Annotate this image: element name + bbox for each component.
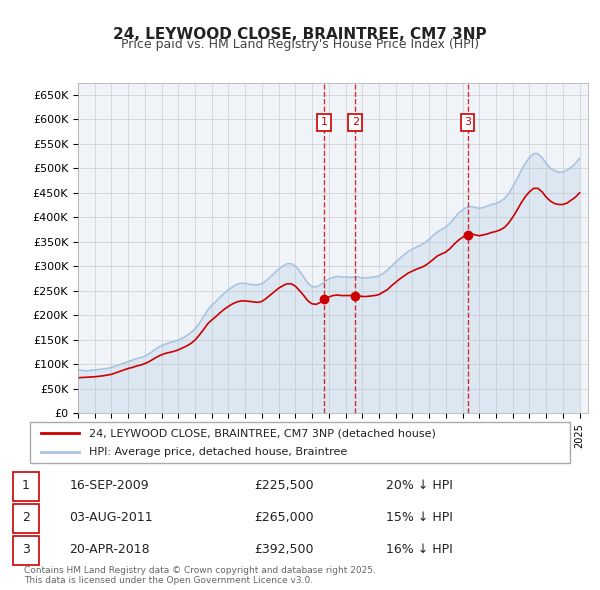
Text: 3: 3 — [464, 117, 471, 127]
Text: 1: 1 — [320, 117, 328, 127]
Text: 03-AUG-2011: 03-AUG-2011 — [70, 511, 153, 524]
Text: 24, LEYWOOD CLOSE, BRAINTREE, CM7 3NP: 24, LEYWOOD CLOSE, BRAINTREE, CM7 3NP — [113, 27, 487, 41]
Text: 2: 2 — [352, 117, 359, 127]
Text: 1: 1 — [22, 479, 30, 492]
Text: £225,500: £225,500 — [254, 479, 314, 492]
Text: Contains HM Land Registry data © Crown copyright and database right 2025.
This d: Contains HM Land Registry data © Crown c… — [24, 566, 376, 585]
Text: HPI: Average price, detached house, Braintree: HPI: Average price, detached house, Brai… — [89, 447, 347, 457]
FancyBboxPatch shape — [13, 536, 39, 565]
FancyBboxPatch shape — [30, 422, 570, 463]
Text: 3: 3 — [22, 543, 30, 556]
Text: 16% ↓ HPI: 16% ↓ HPI — [386, 543, 453, 556]
Text: 20-APR-2018: 20-APR-2018 — [70, 543, 150, 556]
Text: 16-SEP-2009: 16-SEP-2009 — [70, 479, 149, 492]
Text: £265,000: £265,000 — [254, 511, 314, 524]
Text: £392,500: £392,500 — [254, 543, 313, 556]
FancyBboxPatch shape — [13, 504, 39, 533]
Text: 15% ↓ HPI: 15% ↓ HPI — [386, 511, 453, 524]
Text: 24, LEYWOOD CLOSE, BRAINTREE, CM7 3NP (detached house): 24, LEYWOOD CLOSE, BRAINTREE, CM7 3NP (d… — [89, 428, 436, 438]
Text: Price paid vs. HM Land Registry's House Price Index (HPI): Price paid vs. HM Land Registry's House … — [121, 38, 479, 51]
Text: 2: 2 — [22, 511, 30, 524]
FancyBboxPatch shape — [13, 472, 39, 501]
Text: 20% ↓ HPI: 20% ↓ HPI — [386, 479, 453, 492]
